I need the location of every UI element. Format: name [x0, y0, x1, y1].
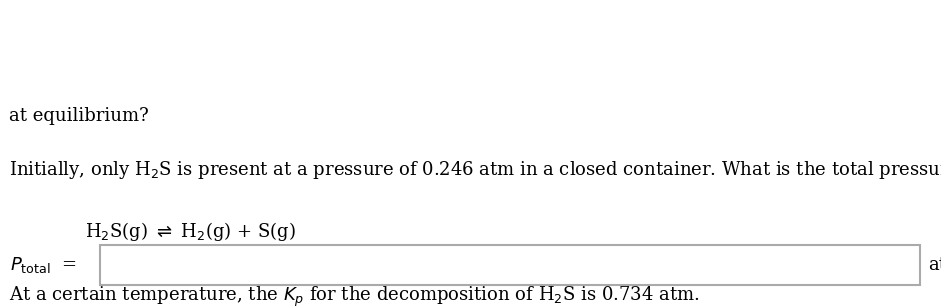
- Text: at equilibrium?: at equilibrium?: [9, 107, 150, 125]
- Text: $P_{\mathrm{total}}$  =: $P_{\mathrm{total}}$ =: [10, 255, 77, 275]
- Text: At a certain temperature, the $K_p$ for the decomposition of H$_2$S is 0.734 atm: At a certain temperature, the $K_p$ for …: [9, 285, 700, 306]
- Text: Initially, only H$_2$S is present at a pressure of 0.246 atm in a closed contain: Initially, only H$_2$S is present at a p…: [9, 159, 941, 181]
- Text: atm: atm: [928, 256, 941, 274]
- Text: H$_2$S(g) $\rightleftharpoons$ H$_2$(g) + S(g): H$_2$S(g) $\rightleftharpoons$ H$_2$(g) …: [85, 220, 295, 243]
- FancyBboxPatch shape: [100, 245, 920, 285]
